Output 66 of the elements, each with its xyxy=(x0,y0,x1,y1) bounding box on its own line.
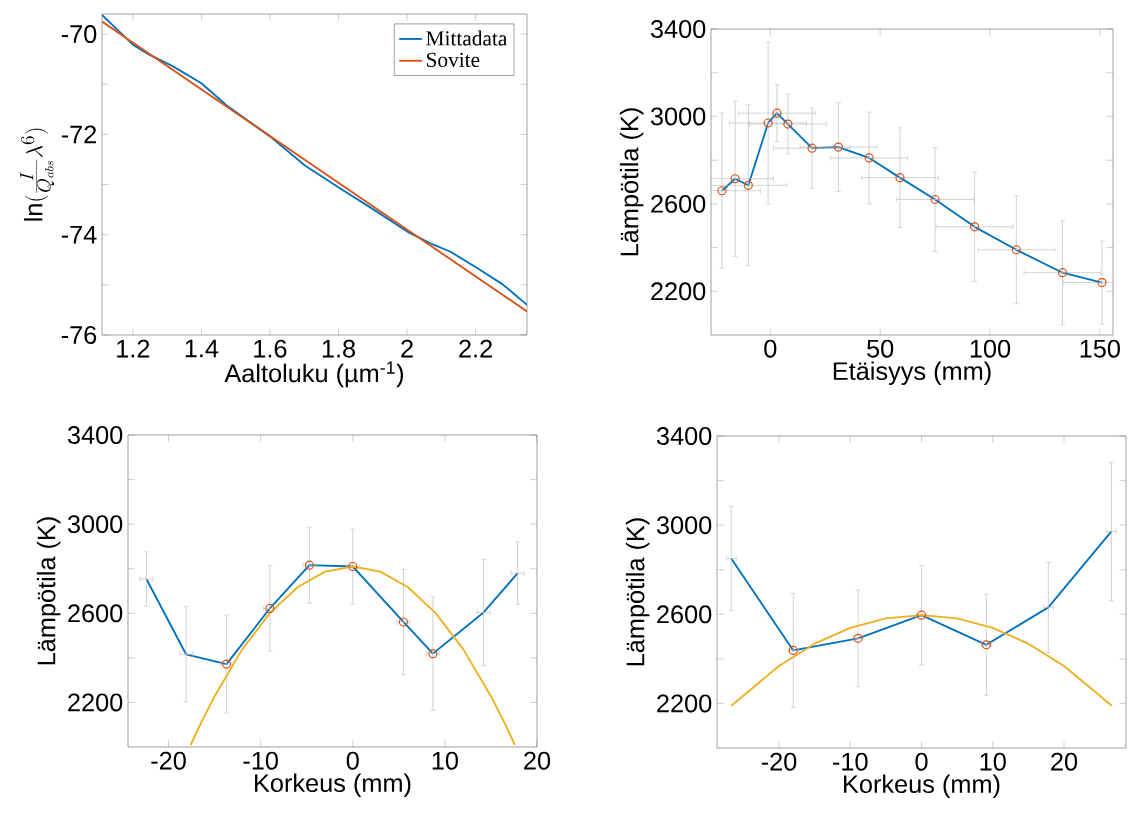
x-axis-title: Aaltoluku (µm$^{-1}$) xyxy=(224,361,404,388)
y-axis-title: Lämpötila (K) xyxy=(36,517,61,665)
x-tick-label: 100 xyxy=(970,339,1011,358)
x-tick-label: 20 xyxy=(524,751,551,770)
y-tick-label: 3000 xyxy=(67,515,123,534)
y-tick-label: 3400 xyxy=(67,426,123,444)
x-tick-label: -20 xyxy=(151,751,186,770)
line-series xyxy=(145,564,519,666)
y-tick-label: 2200 xyxy=(651,282,706,301)
x-tick-label: 150 xyxy=(1080,339,1120,358)
y-tick-label: 3400 xyxy=(650,20,706,38)
x-tick-label: 1.6 xyxy=(254,339,287,358)
x-tick-label: -10 xyxy=(833,752,868,771)
point xyxy=(895,173,905,183)
line-series xyxy=(721,112,1103,284)
y-tick-label: 2200 xyxy=(657,694,712,713)
x-tick-label: 50 xyxy=(867,339,894,358)
point xyxy=(763,118,773,128)
point xyxy=(930,194,940,205)
x-tick-label: 1.2 xyxy=(117,339,150,358)
point xyxy=(833,142,844,152)
y-tick-label: -74 xyxy=(61,225,97,244)
y-axis-title: Lämpötila (K) xyxy=(619,108,644,256)
point xyxy=(1097,277,1107,288)
y-axis-title: $\ln(\frac{I}{Q_{abs}}\lambda^{6})$ xyxy=(20,128,55,221)
point xyxy=(1011,245,1021,255)
point xyxy=(772,108,782,118)
line-series xyxy=(730,530,1113,652)
legend-label: Mittadata xyxy=(426,30,508,46)
line-series xyxy=(189,565,516,746)
y-tick-label: -70 xyxy=(61,25,97,44)
y-tick-label: 2600 xyxy=(68,604,123,623)
x-tick-label: 0 xyxy=(764,339,777,358)
point xyxy=(730,174,740,184)
x-tick-label: 10 xyxy=(432,751,458,770)
y-tick-label: 2200 xyxy=(68,693,123,712)
x-tick-label: 10 xyxy=(980,752,1006,771)
y-axis-title: Lämpötila (K) xyxy=(625,518,650,666)
y-tick-label: -76 xyxy=(61,326,97,344)
x-tick-label: 20 xyxy=(1051,752,1078,771)
x-tick-label: 0 xyxy=(346,751,359,770)
x-tick-label: -10 xyxy=(243,751,278,770)
point xyxy=(970,222,980,232)
x-tick-label: 2 xyxy=(401,339,413,358)
x-tick-label: 0 xyxy=(915,752,928,771)
x-tick-label: 1.8 xyxy=(322,339,355,358)
point xyxy=(743,180,753,190)
point xyxy=(807,143,817,153)
point xyxy=(783,119,793,129)
x-tick-label: 2.2 xyxy=(459,339,492,358)
point xyxy=(1057,268,1068,278)
y-tick-label: 2600 xyxy=(657,605,712,624)
y-tick-label: 3000 xyxy=(650,107,706,126)
x-axis-title: Korkeus (mm) xyxy=(255,773,411,798)
x-tick-label: -20 xyxy=(761,752,797,771)
y-tick-label: -72 xyxy=(61,125,97,144)
y-tick-label: 2600 xyxy=(651,194,706,213)
x-axis-title: Korkeus (mm) xyxy=(844,774,1000,799)
y-tick-label: 3000 xyxy=(656,516,712,535)
point xyxy=(717,186,727,196)
point xyxy=(864,153,874,163)
x-tick-label: 1.4 xyxy=(185,339,219,358)
y-tick-label: 3400 xyxy=(656,427,712,445)
x-axis-title: Etäisyys (mm) xyxy=(833,361,991,386)
legend-label: Sovite xyxy=(426,52,480,68)
line-series xyxy=(730,614,1113,707)
